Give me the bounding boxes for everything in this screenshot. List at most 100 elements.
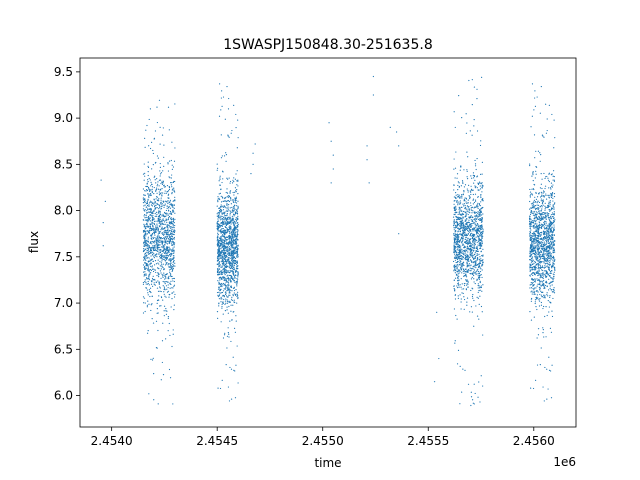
data-point [146, 202, 149, 205]
data-point [147, 241, 150, 243]
data-point [540, 250, 542, 252]
data-point [173, 304, 175, 306]
data-point [471, 177, 473, 179]
data-point [153, 242, 155, 244]
data-point [224, 293, 227, 295]
data-point [165, 310, 167, 312]
data-point [237, 231, 239, 233]
data-point [237, 200, 239, 202]
data-point [151, 317, 153, 320]
data-point [148, 145, 150, 147]
data-point [162, 280, 164, 283]
data-point [466, 223, 469, 225]
data-point [148, 204, 150, 206]
data-point [149, 290, 151, 293]
data-point [466, 270, 469, 273]
data-point [475, 273, 477, 276]
data-point [467, 383, 470, 385]
data-point [222, 209, 225, 211]
data-point [150, 283, 153, 285]
data-point [546, 273, 549, 275]
data-point [165, 276, 167, 278]
data-point [462, 223, 464, 225]
data-point [468, 240, 470, 242]
data-point [162, 247, 164, 249]
data-point [543, 287, 545, 289]
data-point [155, 320, 158, 322]
data-point [148, 229, 151, 232]
data-point [542, 280, 544, 282]
data-point [228, 289, 230, 291]
data-point [158, 281, 160, 283]
data-point [540, 215, 542, 217]
data-point [229, 271, 231, 273]
data-point [225, 210, 227, 212]
data-point [232, 207, 234, 209]
data-point [154, 213, 156, 215]
data-point [225, 219, 228, 221]
data-point [164, 274, 167, 276]
data-point [216, 220, 219, 222]
data-point [460, 258, 462, 261]
data-point [151, 359, 154, 361]
data-point [147, 195, 150, 197]
data-point [463, 198, 465, 200]
data-point [551, 235, 553, 237]
data-point [479, 185, 481, 187]
data-point [460, 224, 462, 226]
data-point [478, 226, 480, 228]
data-point [221, 249, 223, 252]
data-point [157, 248, 159, 250]
data-point [223, 272, 225, 274]
data-point [470, 404, 472, 407]
data-point [478, 303, 480, 305]
data-point [461, 266, 463, 268]
data-point [235, 231, 237, 233]
data-point [477, 244, 479, 246]
data-point [551, 113, 553, 116]
data-point [480, 232, 482, 234]
data-point [472, 268, 474, 270]
data-point [472, 238, 474, 240]
data-point [218, 230, 220, 232]
data-point [235, 216, 237, 219]
data-point [155, 242, 157, 244]
data-point [234, 187, 237, 189]
data-point [157, 280, 159, 282]
data-point [144, 302, 146, 304]
data-point [162, 285, 164, 287]
data-point [232, 268, 235, 270]
data-point [468, 184, 470, 186]
data-point [481, 241, 483, 243]
data-point [225, 287, 227, 289]
data-point [228, 196, 230, 199]
data-point [150, 259, 152, 261]
data-point [542, 327, 544, 329]
data-point [457, 273, 459, 275]
data-point [235, 197, 237, 199]
data-point [481, 161, 483, 163]
data-point [454, 264, 456, 266]
data-point [151, 254, 154, 256]
data-point [476, 233, 478, 235]
data-point [469, 235, 471, 237]
data-points [100, 75, 556, 407]
data-point [173, 309, 175, 311]
data-point [455, 211, 458, 214]
data-point [149, 194, 151, 197]
data-point [159, 260, 161, 263]
data-point [545, 212, 547, 215]
data-point [226, 266, 228, 268]
data-point [469, 226, 471, 228]
data-point [454, 241, 456, 243]
data-point [222, 178, 224, 180]
data-point [228, 254, 230, 256]
data-point [475, 305, 477, 307]
data-point [145, 129, 147, 131]
data-point [237, 273, 239, 275]
data-point [227, 134, 229, 136]
data-point [172, 403, 174, 405]
data-point [165, 255, 167, 257]
data-point [225, 270, 228, 272]
data-point [553, 147, 555, 149]
